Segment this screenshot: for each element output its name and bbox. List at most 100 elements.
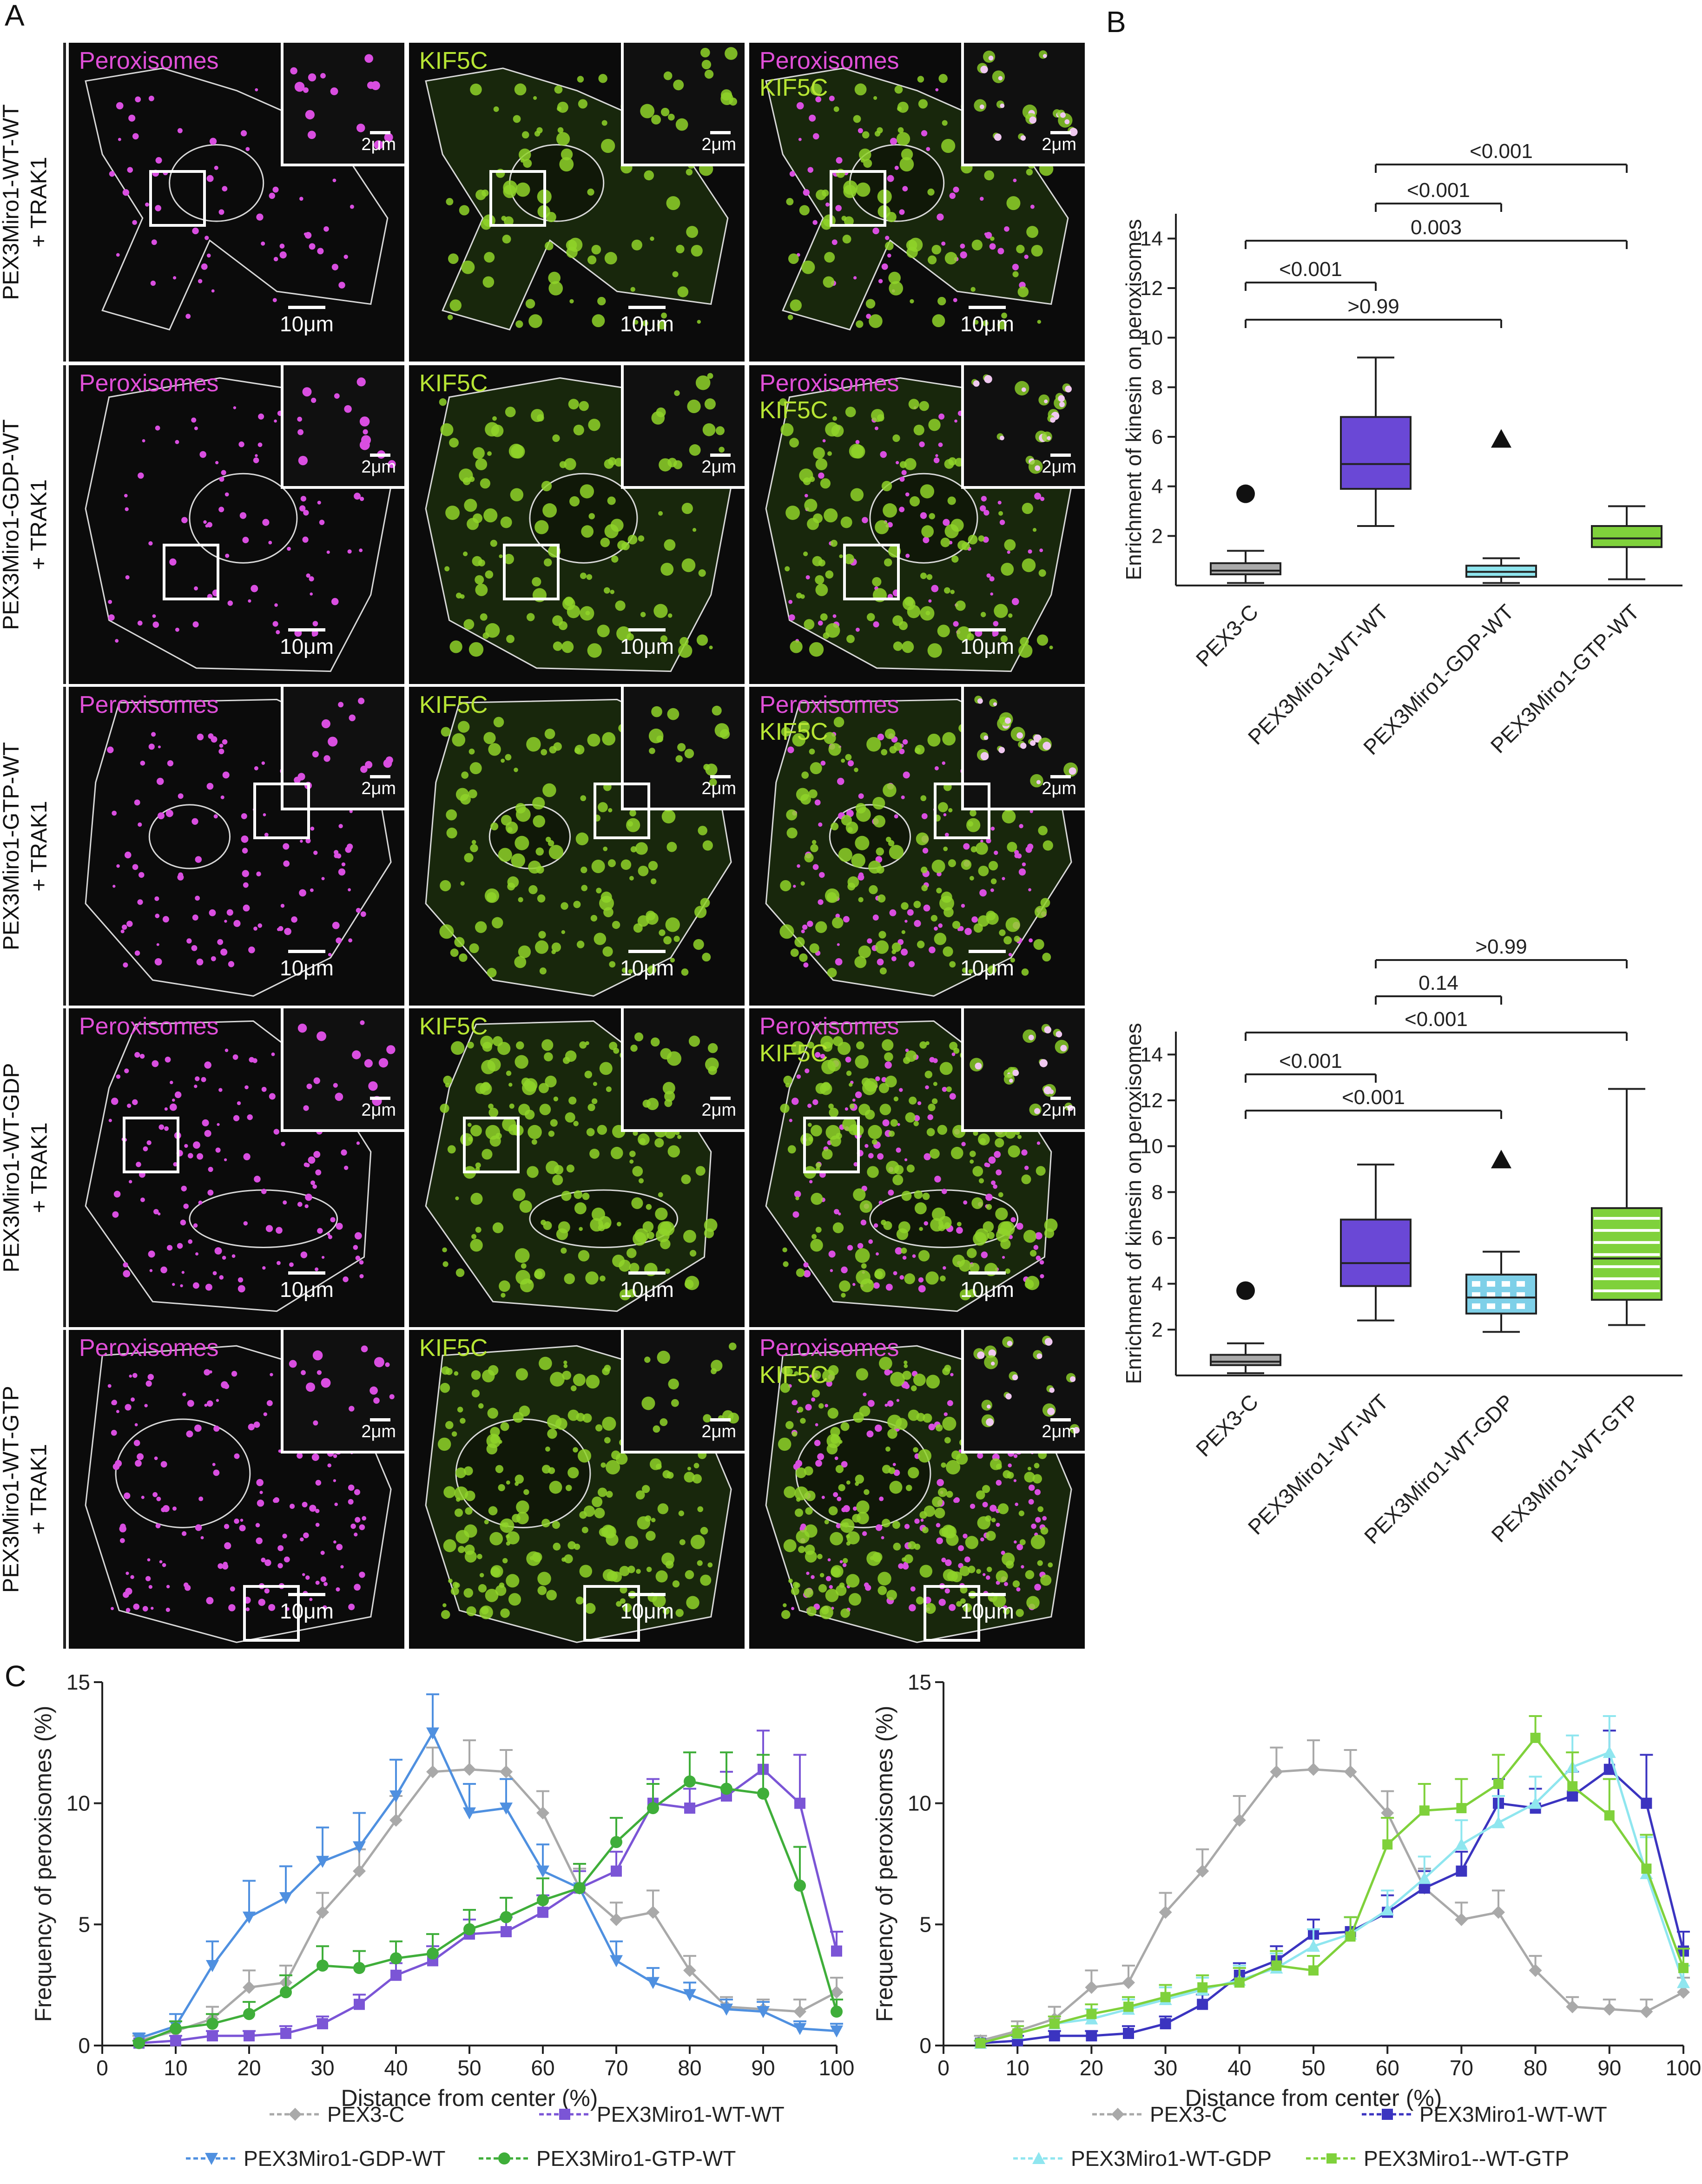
zoom-inset: 2μm [621,1330,745,1454]
inset-scale-label: 2μm [1042,1422,1076,1441]
panel-letter-a: A [5,0,25,32]
x-tick-label: 40 [384,2056,408,2080]
inset-scale-bar [370,131,390,134]
legend-entry: PEX3Miro1-WT-GDP [1013,2146,1272,2171]
data-point [793,2005,806,2019]
data-point [1159,1906,1172,1919]
data-point [1197,1999,1208,2010]
data-point [1678,1963,1689,1973]
data-point [1123,2001,1134,2012]
kif5c-label: KIF5C [419,691,488,718]
y-tick-label: 6 [1152,426,1163,448]
data-point [1032,2152,1045,2164]
data-point [1603,2002,1616,2016]
zoom-inset: 2μm [621,1008,745,1132]
outlier-point [1491,1150,1511,1169]
scale-bar [288,1593,325,1596]
scale-bar [288,950,325,953]
data-point [170,2035,181,2046]
data-point [1196,1864,1209,1878]
roi-box [583,1585,640,1642]
legend-entry: PEX3-C [270,2102,404,2126]
scale-bar [969,628,1006,632]
data-point [1567,1790,1578,1802]
data-point [500,1802,513,1815]
data-point [1326,2153,1337,2164]
data-point [1086,2030,1097,2042]
row-divider [63,1008,66,1327]
zoom-inset: 2μm [961,1008,1085,1132]
peroxisomes-label: Peroxisomes [79,1335,219,1362]
x-axis-label: Distance from center (%) [341,2085,598,2111]
kif5c-label: KIF5C [759,397,828,424]
roi-box [503,544,560,601]
row-divider [63,365,66,684]
scale-bar-label: 10μm [960,1599,1014,1623]
data-point [757,2006,770,2019]
data-point [611,1865,622,1877]
y-tick-label: 10 [1140,1135,1163,1158]
inset-scale-label: 2μm [1042,135,1076,154]
significance-bracket: <0.001 [1245,258,1377,291]
outlier-point [1236,484,1255,503]
outlier-point [1491,429,1511,448]
significance-bracket: <0.001 [1245,1050,1377,1083]
y-tick-label: 15 [908,1670,931,1694]
data-point [354,1999,365,2010]
row-label-trak1: + TRAK1 [27,479,52,570]
series-0 [974,1739,1690,2047]
channel-label: KIF5C [419,1013,488,1040]
peroxisomes-label: Peroxisomes [759,1335,899,1362]
zoom-inset: 2μm [961,1330,1085,1454]
y-tick-label: 10 [66,1791,90,1816]
data-point [280,1986,292,1999]
p-value-label: <0.001 [1405,1008,1468,1031]
row-label: PEX3Miro1-GTP-WT + TRAK1 [0,687,52,1006]
data-point [1492,1816,1505,1829]
scale-bar-label: 10μm [280,956,334,980]
x-tick-label: 0 [96,2056,108,2080]
data-point [684,1802,695,1814]
y-tick-label: 14 [1140,227,1163,250]
data-point [316,1855,329,1868]
legend-label: PEX3Miro1-WT-WT [1419,2102,1607,2126]
data-point [205,2153,218,2165]
panel-letter-c: C [5,1659,26,1693]
scale-bar [628,1593,666,1596]
significance-bracket: >0.99 [1375,935,1628,968]
roi-box [594,782,651,839]
significance-bracket: 0.14 [1375,972,1502,1005]
box-3 [1591,505,1662,580]
scale-bar [628,1271,666,1275]
data-point [1086,2009,1097,2020]
series-line [139,1780,838,2045]
data-point [1122,1976,1135,1989]
x-tick-label: 20 [1080,2056,1103,2080]
data-point [537,1894,549,1907]
box-3 [1591,1088,1662,1326]
peroxisomes-label: Peroxisomes [759,1013,899,1040]
series-line [139,1768,838,2042]
data-point [1049,2030,1060,2042]
y-axis-label: Enrichment of kinesin on peroxisomes [1121,219,1146,580]
data-point [1345,1931,1356,1942]
data-point [317,2018,328,2030]
box-rect [1210,1354,1281,1366]
data-point [353,1841,366,1854]
kif5c-label: KIF5C [419,1335,488,1362]
channel-label: Peroxisomes KIF5C [759,1013,899,1067]
x-tick-label: 40 [1227,2056,1251,2080]
y-tick-label: 10 [1140,327,1163,349]
inset-scale-label: 2μm [361,779,396,798]
inset-scale-bar [370,1097,390,1100]
data-point [793,2023,806,2035]
channel-label: KIF5C [419,370,488,397]
row-label: PEX3Miro1-WT-GTP + TRAK1 [0,1330,52,1649]
y-axis-label: Frequency of peroxisomes (%) [871,1706,897,2022]
peroxisome-image: Peroxisomes 2μm 10μm [69,43,404,362]
legend-label: PEX3Miro1-WT-WT [597,2102,785,2126]
peroxisomes-label: Peroxisomes [79,1013,219,1040]
inset-scale-label: 2μm [701,1422,736,1441]
box-rect [1591,525,1662,548]
